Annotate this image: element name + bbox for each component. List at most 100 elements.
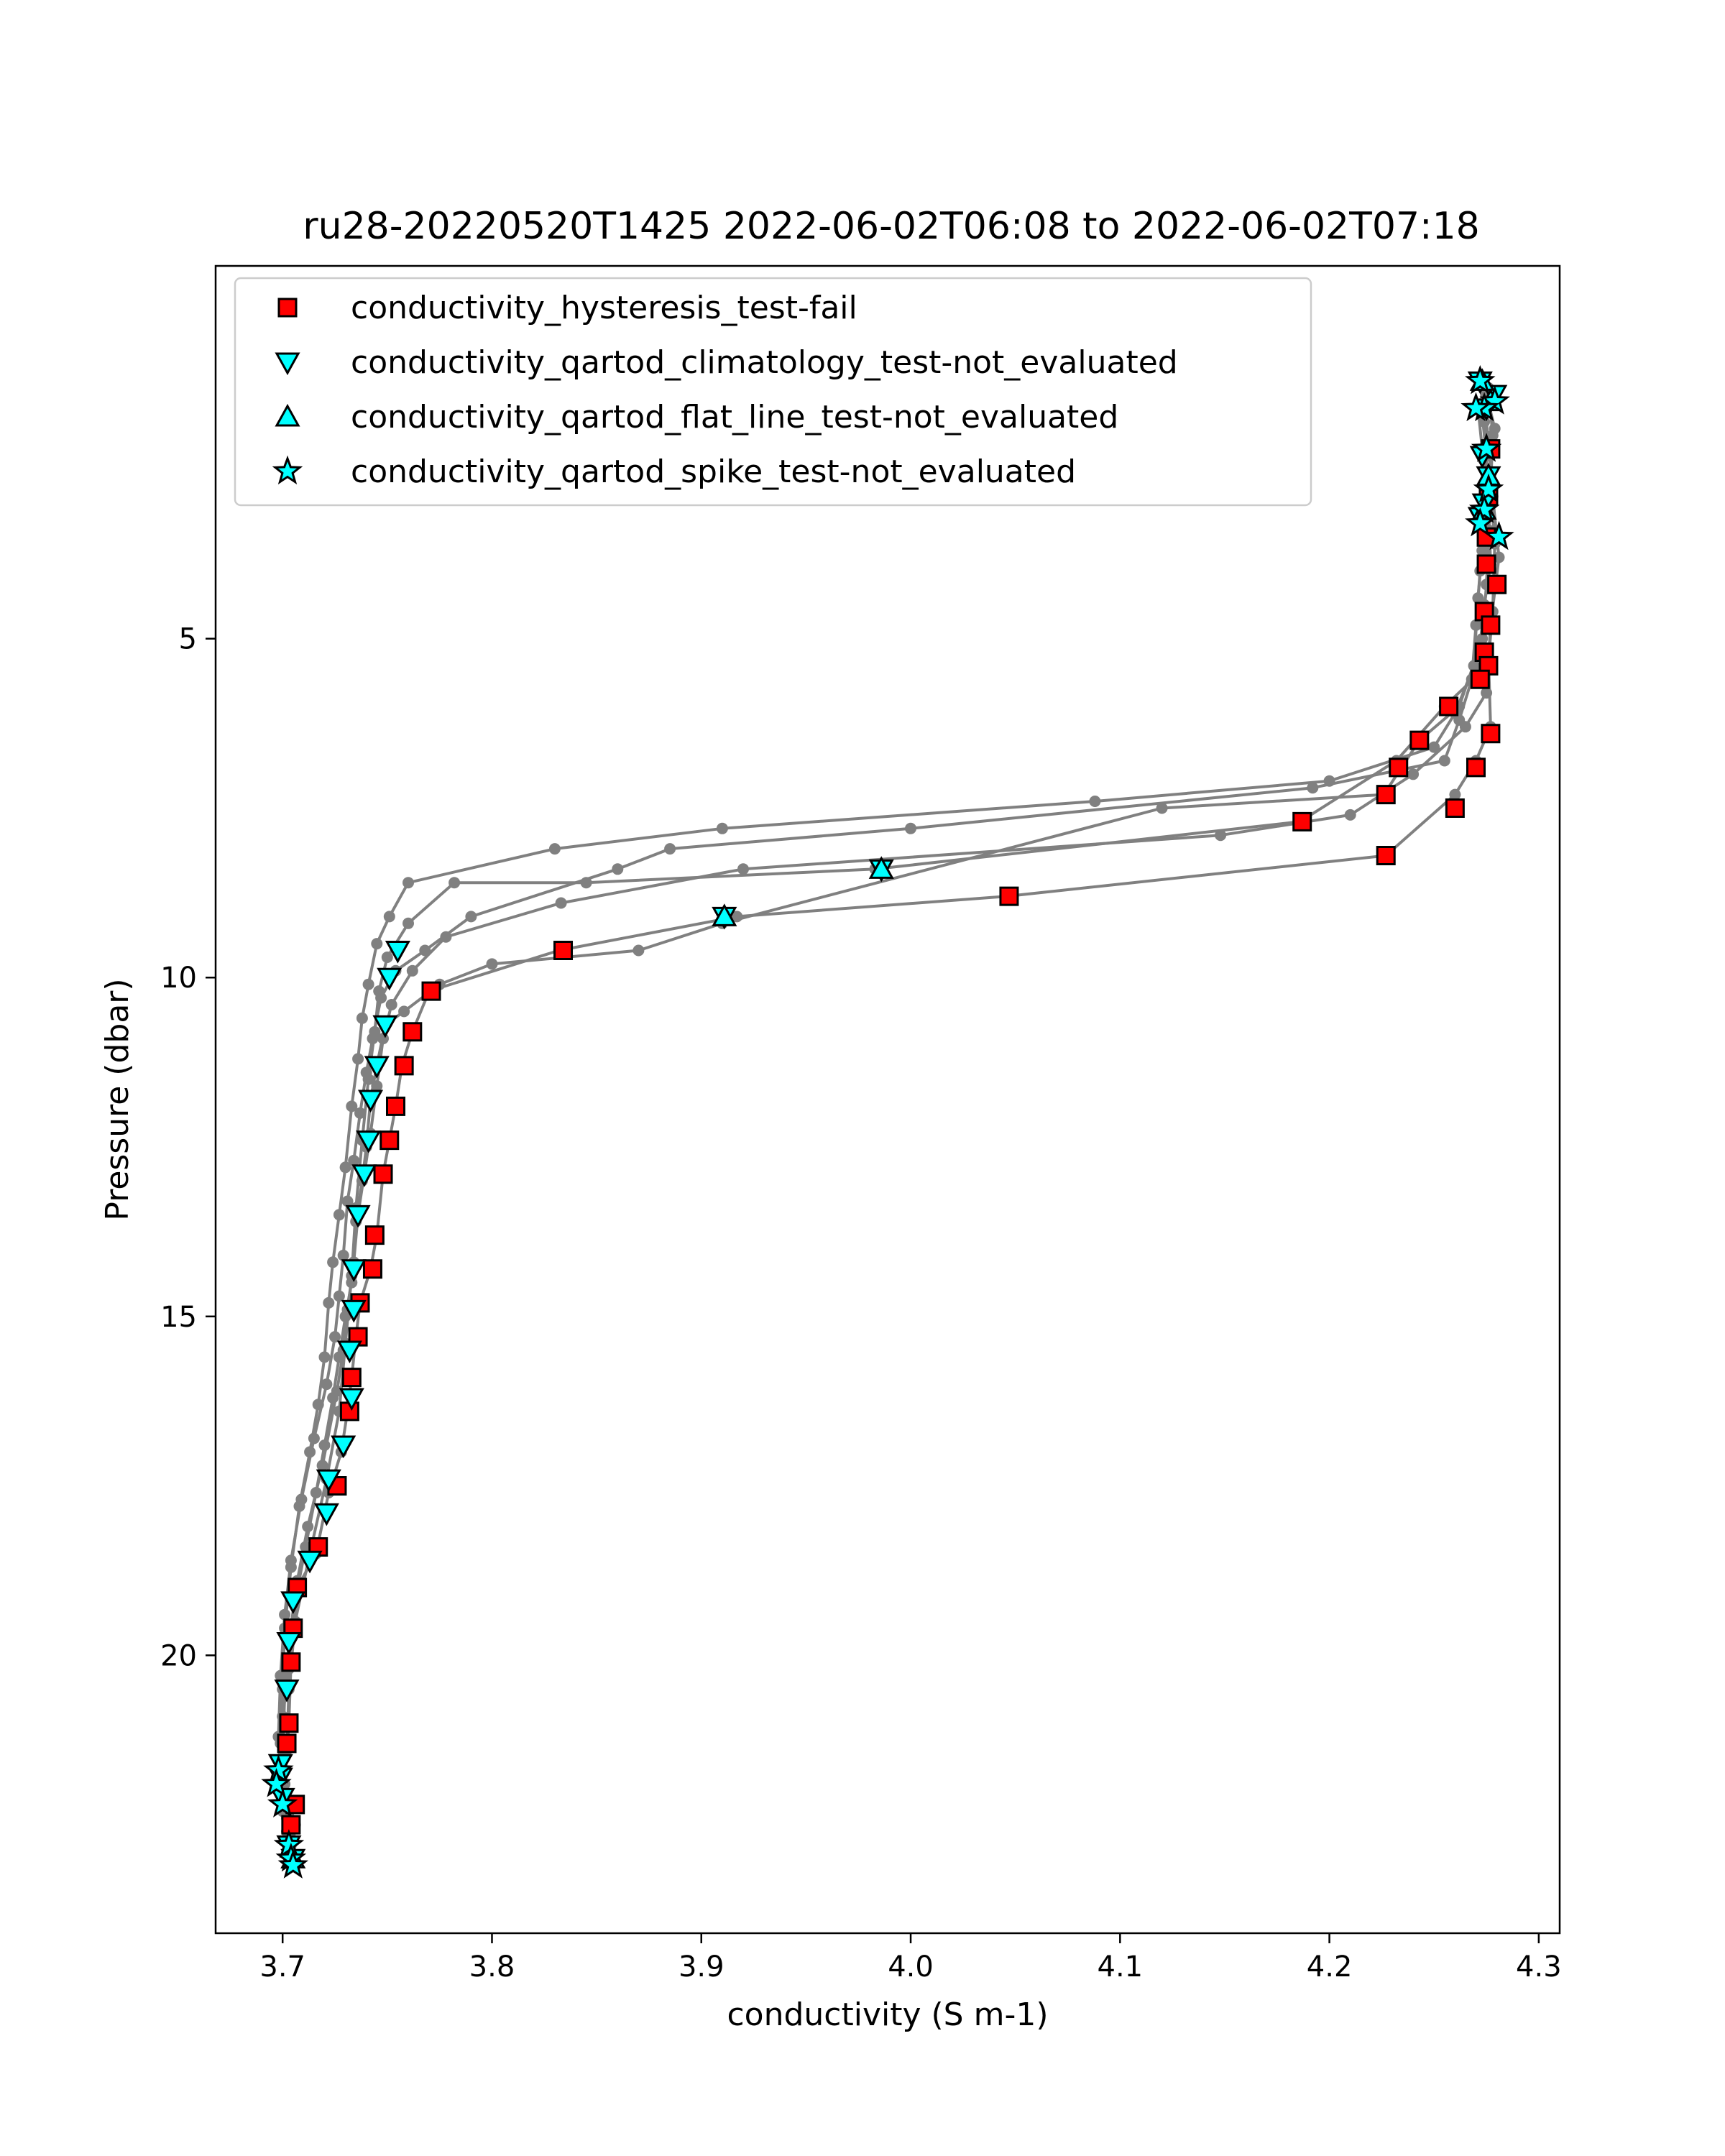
profile-point <box>310 1487 322 1498</box>
climatology-marker <box>274 1679 300 1703</box>
hysteresis-fail-marker <box>281 1652 301 1672</box>
profile-point <box>402 917 414 929</box>
profile-point <box>318 1351 331 1363</box>
profile-point <box>1428 741 1440 753</box>
climatology-marker <box>377 967 402 991</box>
profile-point <box>1323 775 1335 787</box>
y-tick-label: 15 <box>160 1301 197 1334</box>
profile-point <box>664 843 676 855</box>
hysteresis-fail-marker <box>1481 724 1501 744</box>
flat-line-marker <box>712 903 737 926</box>
profile-point <box>1344 808 1356 821</box>
profile-point <box>402 877 414 889</box>
profile-point <box>333 1351 345 1363</box>
hysteresis-fail-marker <box>1481 615 1501 635</box>
profile-point <box>354 1107 366 1119</box>
spike-marker <box>1465 364 1496 395</box>
profile-point <box>381 952 393 963</box>
legend-label-climatology: conductivity_qartod_climatology_test-not… <box>351 344 1178 381</box>
hysteresis-fail-marker <box>380 1130 400 1151</box>
profile-point <box>1449 788 1461 801</box>
y-tick-label: 5 <box>179 623 197 656</box>
legend-label-spike: conductivity_qartod_spike_test-not_evalu… <box>351 453 1076 490</box>
profile-point <box>1438 755 1450 767</box>
climatology-marker <box>345 1204 371 1228</box>
profile-point <box>362 978 374 990</box>
profile-point <box>398 1005 410 1018</box>
climatology-marker <box>339 1388 364 1411</box>
hysteresis-fail-marker <box>362 1259 382 1279</box>
hysteresis-fail-marker <box>1409 730 1430 750</box>
y-tick-label: 20 <box>160 1639 197 1672</box>
profile-point <box>465 911 477 923</box>
spike-marker <box>277 1849 309 1879</box>
chart-title: ru28-20220520T1425 2022-06-02T06:08 to 2… <box>303 205 1479 248</box>
profile-point <box>632 944 645 957</box>
hysteresis-fail-marker <box>999 886 1019 906</box>
profile-point <box>1407 768 1420 780</box>
legend-marker-spike-marker <box>272 455 303 485</box>
profile-point <box>329 1331 341 1343</box>
climatology-marker <box>356 1130 382 1153</box>
hysteresis-fail-marker <box>1439 696 1459 717</box>
profile-point <box>321 1378 333 1391</box>
hysteresis-fail-marker <box>1466 757 1486 778</box>
profile-point <box>304 1446 316 1458</box>
profile-point <box>737 863 749 875</box>
profile-point <box>356 1012 368 1024</box>
hysteresis-fail-marker <box>1445 798 1465 818</box>
hysteresis-fail-marker <box>402 1022 423 1042</box>
x-tick-label: 4.1 <box>1098 1950 1144 1984</box>
profile-point <box>312 1399 324 1411</box>
profile-point <box>337 1249 349 1261</box>
profile-point <box>1476 545 1489 557</box>
hysteresis-fail-marker <box>1476 554 1496 574</box>
legend-frame <box>234 277 1312 507</box>
profile-point <box>1307 782 1319 794</box>
x-axis-ticks: 3.7 3.8 3.9 4.0 4.1 4.2 4.3 <box>259 1933 1562 1984</box>
profile-point <box>419 944 431 957</box>
climatology-marker <box>313 1503 339 1526</box>
climatology-marker <box>336 1340 362 1364</box>
profile-point <box>348 1154 360 1166</box>
x-tick-label: 4.3 <box>1516 1950 1562 1984</box>
legend-label-hysteresis: conductivity_hysteresis_test-fail <box>351 290 857 326</box>
climatology-marker <box>341 1259 367 1282</box>
profile-point <box>548 843 561 855</box>
spike-marker <box>1460 392 1491 422</box>
hysteresis-fail-marker <box>385 1096 405 1116</box>
x-tick-label: 3.7 <box>259 1950 305 1984</box>
profile-point <box>339 1161 351 1174</box>
legend-label-flat-line: conductivity_qartod_flat_line_test-not_e… <box>351 399 1118 436</box>
profile-point <box>323 1296 335 1309</box>
profile-point <box>486 958 498 970</box>
profile-point <box>371 938 383 950</box>
profile-point <box>1215 829 1227 842</box>
legend-marker-hysteresis-fail-marker <box>277 298 298 318</box>
profile-point <box>1481 687 1493 699</box>
spike-marker <box>261 1768 292 1797</box>
flag-markers <box>261 364 1514 1879</box>
climatology-marker <box>341 1299 367 1323</box>
hysteresis-fail-marker <box>1487 574 1507 594</box>
legend-marker-flat-line-marker <box>275 403 300 427</box>
legend-marker-climatology-marker <box>275 352 300 376</box>
climatology-marker <box>364 1056 390 1079</box>
x-tick-label: 4.2 <box>1307 1950 1353 1984</box>
hysteresis-fail-marker <box>364 1225 385 1245</box>
profile-point <box>293 1500 305 1512</box>
hysteresis-fail-marker <box>1389 757 1409 778</box>
profile-point <box>346 1100 358 1112</box>
spike-marker <box>1473 473 1504 503</box>
profile-point <box>341 1195 354 1207</box>
profile-point <box>333 1290 345 1302</box>
profile-point <box>1489 423 1501 435</box>
profile-point <box>1468 660 1480 672</box>
spike-marker <box>1465 507 1496 537</box>
spike-marker <box>1484 520 1514 550</box>
hysteresis-fail-marker <box>373 1164 393 1184</box>
profile-point <box>285 1561 297 1573</box>
profile-point <box>1089 796 1101 807</box>
profile-point <box>375 992 387 1004</box>
profile-point <box>352 1053 364 1065</box>
